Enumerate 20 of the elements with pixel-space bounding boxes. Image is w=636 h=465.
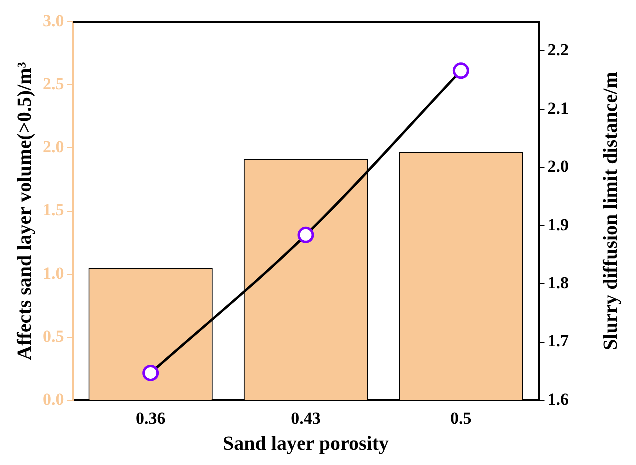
x-tick-label: 0.36 — [136, 409, 166, 428]
x-axis-title: Sand layer porosity — [223, 433, 389, 456]
y-tick-label: 2.0 — [43, 138, 64, 157]
y2-tick-label: 1.9 — [548, 215, 569, 234]
x-tick-label: 0.5 — [450, 409, 472, 428]
y2-tick-label: 2.1 — [548, 98, 569, 118]
y-tick-label: 3.0 — [43, 11, 64, 30]
y2-tick-label: 1.7 — [548, 332, 570, 351]
y2-tick-label: 1.8 — [548, 274, 569, 292]
y2-axis-title: Slurry diffusion limit distance/m — [600, 72, 622, 350]
y2-tick-label: 1.6 — [548, 390, 569, 409]
y-tick-label: 1.5 — [43, 200, 64, 220]
y-axis-title: Affects sand layer volume(>0.5)/m³ — [14, 62, 36, 360]
y-tick-label: 2.5 — [43, 74, 64, 94]
y-tick-label: 0.5 — [43, 326, 64, 346]
y-tick-label: 0.0 — [43, 390, 64, 409]
y2-tick-label: 2.0 — [548, 157, 569, 176]
y2-tick-label: 2.2 — [548, 40, 569, 60]
x-tick-label: 0.43 — [291, 409, 321, 428]
y-tick-label: 1.0 — [43, 264, 64, 283]
